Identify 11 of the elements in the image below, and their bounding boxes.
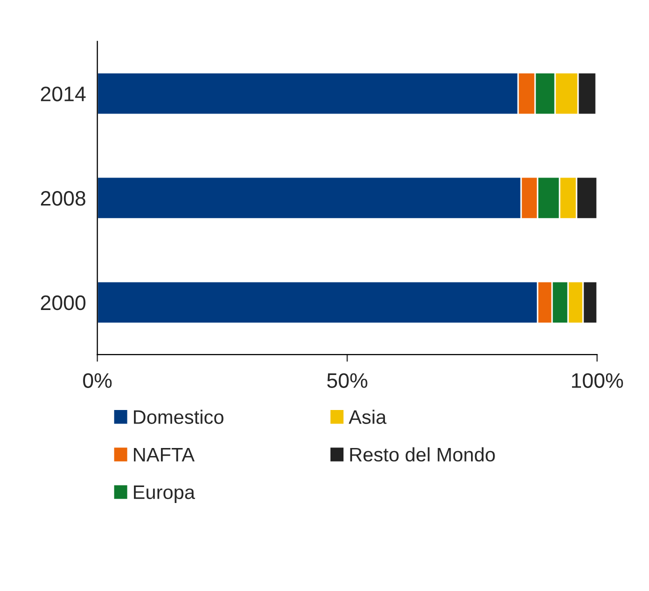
- legend-label: Domestico: [134, 410, 224, 424]
- y-tick-label: 2008: [40, 190, 86, 206]
- legend-label: Europa: [134, 486, 196, 503]
- y-tick-label: 2014: [40, 86, 86, 102]
- legend-label: Asia: [348, 410, 386, 424]
- x-tick-label: 100%: [572, 373, 623, 388]
- x-tick-label: 50%: [327, 373, 368, 388]
- legend-label: NAFTA: [134, 448, 195, 462]
- x-tick-label: 0%: [83, 373, 112, 388]
- y-tick-label: 2000: [40, 295, 86, 310]
- legend-label: Resto del Mondo: [350, 447, 495, 462]
